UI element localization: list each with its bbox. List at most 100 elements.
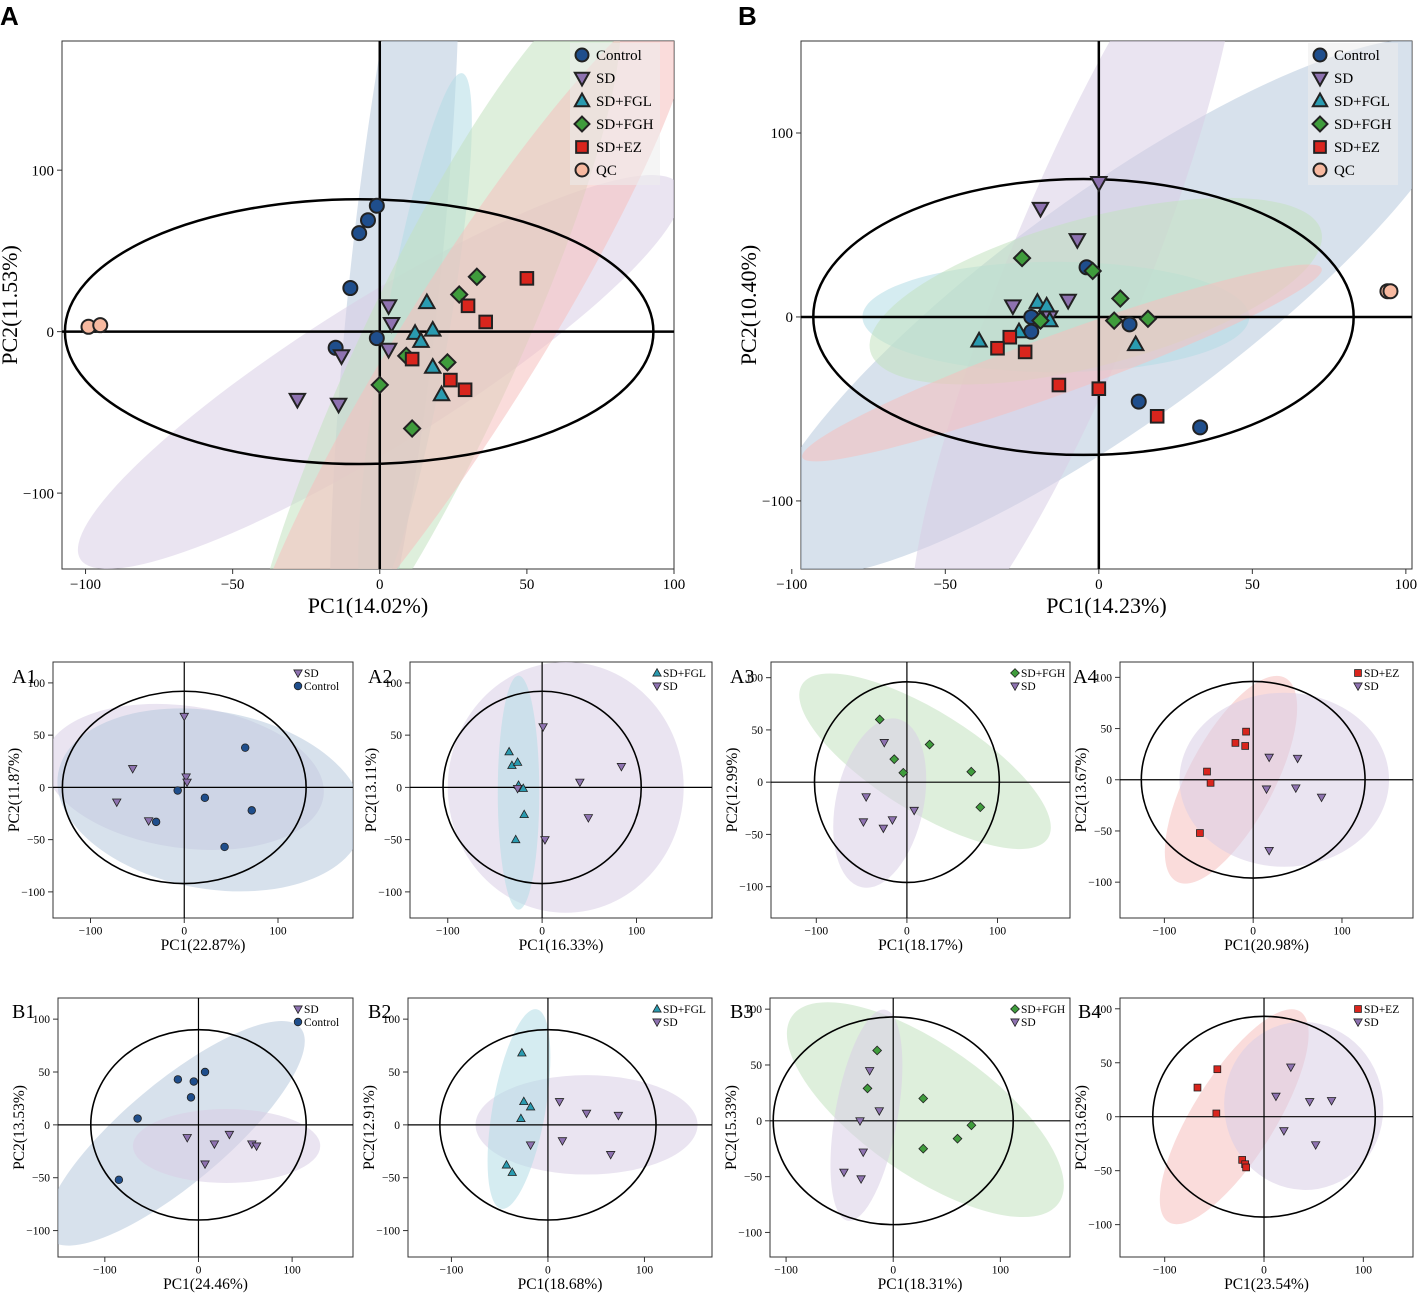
y-tick-label: −50 [1094, 1166, 1112, 1178]
data-point-sd-ez [478, 314, 493, 330]
data-point-sd-fgl [519, 809, 530, 818]
x-tick-label: −100 [1153, 926, 1177, 938]
y-tick-label: 50 [391, 730, 403, 742]
data-point-control [151, 817, 161, 827]
y-axis-label: PC2(13.67%) [1073, 748, 1090, 833]
data-point-sd-ez [1242, 1163, 1250, 1172]
legend-key-sd-ez [1313, 140, 1327, 154]
data-point-sd-fgl [423, 319, 443, 337]
chart-b: −100 −50 0 50 100 −100 0 100 PC1(14.23%) PC2(10.4… [736, 40, 1417, 618]
y-tick-label: −100 [1088, 877, 1112, 889]
data-point-sd-ez [1196, 829, 1204, 837]
legend-label-sd-fgl: SD+FGL [663, 1004, 706, 1016]
data-point-sd-ez [1241, 742, 1250, 750]
data-point-sd [855, 1117, 865, 1126]
data-point-sd [200, 1160, 210, 1170]
plot-area [410, 662, 712, 918]
data-point-sd [1292, 754, 1303, 764]
data-point-control [200, 793, 210, 803]
data-point-sd-fgl [969, 330, 989, 348]
y-tick-label: 0 [757, 777, 763, 789]
legend-label-sd-fgh: SD+FGH [1021, 1004, 1065, 1016]
x-tick-label: 100 [1333, 926, 1351, 938]
data-point-sd [143, 817, 154, 827]
data-point-sd-fgl [423, 357, 443, 374]
data-point-sd [1279, 1127, 1289, 1136]
legend-background [1308, 43, 1398, 185]
x-tick-label: 100 [636, 1265, 654, 1277]
legend-key-sd-ez [1354, 1005, 1362, 1013]
y-axis-label: PC2(13.11%) [363, 748, 380, 832]
panel-label: A1 [12, 666, 36, 688]
x-tick-label: −100 [440, 1265, 464, 1277]
data-point-qc [1382, 283, 1399, 300]
data-point-sd [616, 763, 627, 772]
data-point-sd-ez [1002, 329, 1018, 345]
legend-key-sd-fgh [573, 115, 591, 133]
legend-key-control [1312, 47, 1328, 63]
data-point-sd-fgl [417, 292, 437, 310]
data-point-sd-fgh [1138, 309, 1158, 329]
data-point-sd [858, 818, 869, 828]
data-point-sd-fgh [874, 714, 885, 725]
data-point-sd [1058, 293, 1078, 311]
data-point-control [173, 786, 182, 795]
legend-key-control [293, 681, 303, 691]
data-point-control [186, 1093, 196, 1102]
data-point-sd-fgh [1031, 311, 1050, 331]
x-tick-label: 0 [196, 1265, 202, 1277]
x-tick-label: 100 [989, 926, 1007, 938]
x-tick-label: 50 [519, 577, 534, 593]
data-point-sd [879, 739, 890, 748]
x-tick-label: −100 [776, 577, 807, 593]
data-point-sd [512, 784, 523, 794]
data-point-sd [557, 1137, 568, 1146]
y-tick-label: 100 [1095, 672, 1113, 684]
data-point-control [240, 743, 250, 752]
legend-label-control: Control [304, 681, 339, 693]
plot-area [408, 998, 712, 1257]
data-point-control [1121, 316, 1138, 333]
y-tick-label: 100 [771, 126, 794, 142]
data-point-sd-fgl [1126, 334, 1146, 352]
chart-a3: −100 0 100 −100 −50 0 50 100 PC1(18.17%) PC2(12.9… [724, 661, 1071, 954]
legend-key-sd [652, 1018, 662, 1028]
y-tick-label: 0 [39, 782, 45, 794]
data-point-sd-fgl [504, 746, 514, 756]
chart-b2: −100 0 100 −100 −50 0 50 100 PC1(18.68%) PC2(12.9… [361, 997, 713, 1293]
data-point-sd-ez [1242, 727, 1250, 736]
data-point-sd-ez [443, 372, 458, 388]
data-point-sd [1310, 1141, 1321, 1150]
legend-label-sd: SD [663, 681, 678, 693]
plot-area [1120, 662, 1413, 918]
plot-area [801, 41, 1412, 569]
legend-label-sd-fgl: SD+FGL [663, 668, 706, 680]
x-tick-label: 100 [284, 1265, 302, 1277]
legend-label-control: Control [1334, 48, 1380, 64]
data-point-sd [1271, 1092, 1281, 1102]
y-tick-label: −100 [26, 1226, 50, 1238]
data-point-control [1130, 393, 1147, 410]
y-axis-label: PC2(12.99%) [724, 748, 741, 833]
data-point-sd [1326, 1097, 1337, 1106]
data-point-sd [329, 397, 348, 415]
legend-key-qc [1312, 162, 1328, 178]
legend-key-sd-fgl [573, 91, 591, 108]
x-tick-label: 0 [181, 926, 187, 938]
x-tick-label: −100 [436, 926, 460, 938]
ellipse-sd-ez [802, 264, 1322, 462]
data-point-sd-fgl [518, 1096, 529, 1106]
x-axis-label: PC1(14.23%) [1046, 593, 1166, 618]
data-point-sd [554, 1098, 565, 1107]
legend-key-sd [1311, 71, 1329, 88]
data-point-sd-fgh [975, 802, 986, 813]
data-point-sd [209, 1140, 220, 1150]
data-point-sd [1003, 299, 1023, 317]
plot-area [1120, 998, 1413, 1257]
data-point-control [368, 197, 385, 214]
y-axis-label: PC2(13.62%) [1073, 1085, 1090, 1170]
y-tick-label: −50 [382, 1173, 400, 1185]
y-tick-label: 0 [1106, 1112, 1112, 1124]
y-tick-label: −50 [1094, 826, 1112, 838]
x-tick-label: 100 [628, 926, 646, 938]
